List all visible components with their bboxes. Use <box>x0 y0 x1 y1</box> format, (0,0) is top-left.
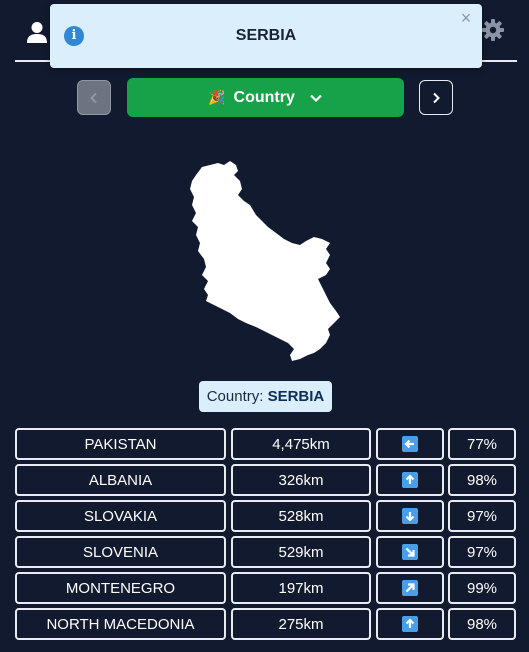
guess-direction <box>376 500 444 532</box>
country-answer-value: SERBIA <box>267 388 325 405</box>
toast-notification: SERBIA i × <box>50 4 482 68</box>
next-button[interactable] <box>419 80 453 115</box>
guess-row: MONTENEGRO 197km 99% <box>15 572 517 604</box>
guess-distance: 4,475km <box>231 428 371 460</box>
guess-row: PAKISTAN 4,475km 77% <box>15 428 517 460</box>
guess-country: SLOVAKIA <box>15 500 226 532</box>
guess-row: ALBANIA 326km 98% <box>15 464 517 496</box>
guess-proximity: 98% <box>448 464 516 496</box>
arrow-up-icon <box>402 472 418 488</box>
guess-country: NORTH MACEDONIA <box>15 608 226 640</box>
close-icon[interactable]: × <box>460 8 472 28</box>
guess-distance: 529km <box>231 536 371 568</box>
guess-country: MONTENEGRO <box>15 572 226 604</box>
guess-direction <box>376 428 444 460</box>
arrow-up-icon <box>402 616 418 632</box>
country-select-label: Country <box>233 88 295 106</box>
guess-row: NORTH MACEDONIA 275km 98% <box>15 608 517 640</box>
previous-button[interactable] <box>77 80 111 115</box>
guess-distance: 326km <box>231 464 371 496</box>
guess-row: SLOVAKIA 528km 97% <box>15 500 517 532</box>
guess-direction <box>376 608 444 640</box>
arrow-left-icon <box>402 436 418 452</box>
info-icon: i <box>64 26 84 46</box>
chevron-right-icon <box>433 92 440 103</box>
chevron-left-icon <box>90 92 97 103</box>
arrow-down-icon <box>402 508 418 524</box>
guess-direction <box>376 572 444 604</box>
party-popper-icon: 🎉 <box>208 89 226 105</box>
guess-distance: 197km <box>231 572 371 604</box>
arrow-down-right-icon <box>402 544 418 560</box>
guess-direction <box>376 536 444 568</box>
guess-proximity: 97% <box>448 536 516 568</box>
guess-proximity: 99% <box>448 572 516 604</box>
guess-row: SLOVENIA 529km 97% <box>15 536 517 568</box>
country-answer-prefix: Country: <box>206 388 268 405</box>
guess-distance: 528km <box>231 500 371 532</box>
toast-title: SERBIA <box>235 27 297 44</box>
country-answer-label: Country: SERBIA <box>199 381 332 412</box>
user-icon[interactable] <box>25 20 49 44</box>
guess-country: PAKISTAN <box>15 428 226 460</box>
guess-country: ALBANIA <box>15 464 226 496</box>
guess-direction <box>376 464 444 496</box>
chevron-down-icon <box>310 94 322 102</box>
guess-proximity: 97% <box>448 500 516 532</box>
serbia-map-silhouette <box>190 161 340 361</box>
country-select-button[interactable]: 🎉 Country <box>127 78 404 117</box>
guess-proximity: 98% <box>448 608 516 640</box>
guess-country: SLOVENIA <box>15 536 226 568</box>
gear-icon[interactable] <box>481 18 505 42</box>
guess-proximity: 77% <box>448 428 516 460</box>
arrow-up-right-icon <box>402 580 418 596</box>
guess-distance: 275km <box>231 608 371 640</box>
